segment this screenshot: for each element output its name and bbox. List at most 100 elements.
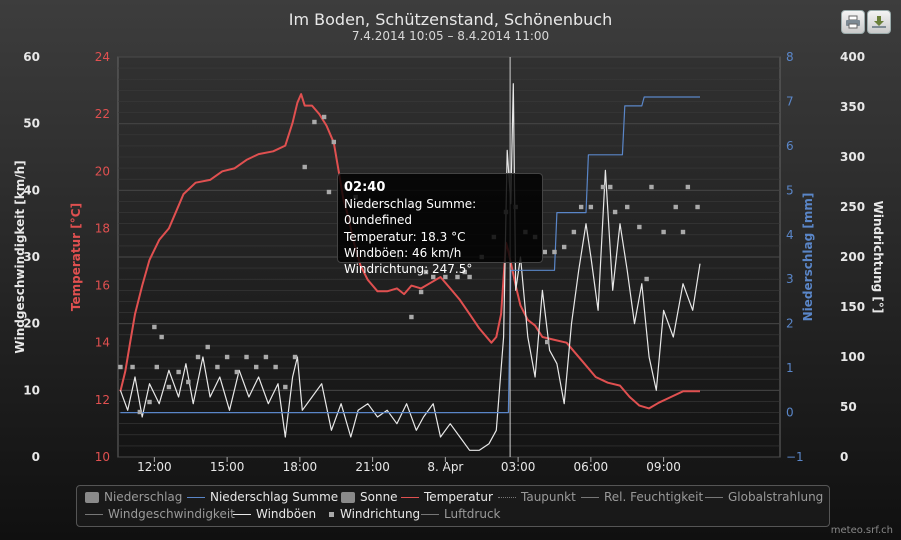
windrichtung-point (409, 314, 414, 320)
legend-item-windgeschwindigkeit[interactable]: Windgeschwindigkeit (85, 507, 235, 521)
legend-item-rel-feuchtigkeit[interactable]: Rel. Feuchtigkeit (581, 490, 703, 504)
x-tick-label: 12:00 (137, 460, 172, 474)
legend-symbol (187, 496, 205, 498)
temperature-tick-label: 18 (95, 221, 110, 235)
wind_direction-tick-label: 0 (840, 450, 848, 464)
windrichtung-point (542, 249, 547, 255)
windrichtung-point (154, 364, 159, 370)
download-icon (872, 16, 886, 28)
x-tick-label: 09:00 (646, 460, 681, 474)
credit[interactable]: meteo.srf.ch (830, 525, 893, 536)
precipitation-tick-label: 8 (786, 50, 794, 64)
x-tick-label: 06:00 (574, 460, 609, 474)
tooltip-line: Temperatur: 18.3 °C (344, 229, 466, 244)
temperature-tick-label: 24 (95, 50, 110, 64)
legend-item-niederschlag[interactable]: Niederschlag (85, 490, 182, 504)
windrichtung-point (612, 209, 618, 215)
print-button[interactable] (841, 10, 865, 34)
legend-item-windboeen[interactable]: Windböen (233, 507, 316, 521)
legend-symbol (705, 496, 723, 498)
windrichtung-point (545, 339, 550, 345)
export-button[interactable] (867, 10, 891, 34)
windrichtung-point (263, 354, 269, 360)
legend-symbol (498, 496, 516, 498)
x-tick-label: 15:00 (210, 460, 245, 474)
temperature-tick-label: 14 (95, 336, 110, 350)
axes: 12:00 15:00 18:00 21:00 8. Apr 03:00 06:00 09:0… (13, 50, 885, 474)
windrichtung-point (302, 164, 307, 170)
windrichtung-point (159, 334, 164, 340)
windrichtung-point (467, 274, 472, 280)
legend-item-luftdruck[interactable]: Luftdruck (421, 507, 501, 521)
windrichtung-point (312, 119, 317, 125)
wind_direction-tick-label: 200 (840, 250, 865, 264)
wind_direction-tick-label: 100 (840, 350, 865, 364)
windrichtung-point (418, 289, 424, 295)
legend-item-windrichtung[interactable]: Windrichtung (325, 507, 420, 521)
windrichtung-point (331, 139, 337, 145)
x-tick-label: 21:00 (355, 460, 390, 474)
windrichtung-point (673, 204, 678, 210)
wind_speed-tick-label: 40 (23, 183, 40, 197)
wind_direction-tick-label: 250 (840, 200, 865, 214)
windrichtung-point (685, 184, 691, 190)
windrichtung-point (283, 384, 288, 390)
windrichtung-point (147, 399, 152, 405)
windrichtung-point (215, 364, 220, 370)
print-icon (846, 15, 860, 29)
wind_direction-tick-label: 350 (840, 100, 865, 114)
windrichtung-point (561, 244, 567, 250)
windrichtung-point (637, 224, 642, 230)
windrichtung-point (166, 384, 172, 390)
wind_speed-tick-label: 10 (23, 383, 40, 397)
legend-symbol (341, 491, 355, 503)
precipitation-tick-label: 2 (786, 317, 794, 331)
windrichtung-point (118, 364, 123, 370)
legend-symbol (85, 513, 103, 515)
legend-item-niederschlag-summe[interactable]: Niederschlag Summe (187, 490, 338, 504)
windrichtung-point (205, 344, 210, 350)
legend-label: Windrichtung (340, 507, 421, 521)
windrichtung-point (254, 364, 259, 370)
windrichtung-point (552, 249, 557, 255)
windrichtung-point (680, 229, 686, 235)
chart-title: Im Boden, Schützenstand, Schönenbuch (288, 10, 613, 29)
legend-item-taupunkt[interactable]: Taupunkt (498, 490, 576, 504)
windrichtung-point (273, 364, 278, 370)
legend-item-sonne[interactable]: Sonne (341, 490, 398, 504)
x-tick-label: 8. Apr (427, 460, 463, 474)
x-tick-label: 03:00 (501, 460, 536, 474)
tooltip-time: 02:40 (344, 180, 386, 195)
legend-label: Globalstrahlung (728, 490, 824, 504)
legend-item-globalstrahlung[interactable]: Globalstrahlung (705, 490, 823, 504)
legend-item-temperatur[interactable]: Temperatur (401, 490, 493, 504)
windrichtung-point (234, 369, 240, 375)
x-tick-label: 18:00 (283, 460, 318, 474)
legend-symbol (233, 513, 251, 515)
temperature-tick-label: 10 (95, 450, 110, 464)
windrichtung-point (137, 409, 143, 415)
legend-label: Windgeschwindigkeit (108, 507, 235, 521)
temperature-tick-label: 22 (95, 107, 110, 121)
legend-symbol (85, 491, 99, 503)
windrichtung-point (130, 364, 135, 370)
windrichtung-point (625, 204, 630, 210)
windrichtung-point (186, 379, 191, 385)
windrichtung-point (462, 269, 467, 275)
wind_direction-tick-label: 400 (840, 50, 865, 64)
chart-subtitle: 7.4.2014 10:05 – 8.4.2014 11:00 (351, 29, 550, 43)
legend-symbol (401, 496, 419, 498)
temperatur-line (119, 93, 700, 410)
windrichtung-point (443, 274, 448, 280)
windrichtung-point (244, 354, 249, 360)
legend-label: Temperatur (424, 490, 493, 504)
windrichtung-point (588, 204, 594, 210)
legend: Niederschlag Niederschlag Summe Sonne Te… (76, 485, 830, 527)
legend-label: Taupunkt (521, 490, 576, 504)
wind_speed-tick-label: 30 (23, 250, 40, 264)
wind_direction-tick-label: 300 (840, 150, 865, 164)
legend-label: Luftdruck (444, 507, 501, 521)
windrichtung-point (292, 354, 298, 360)
windrichtung-point (321, 114, 327, 120)
